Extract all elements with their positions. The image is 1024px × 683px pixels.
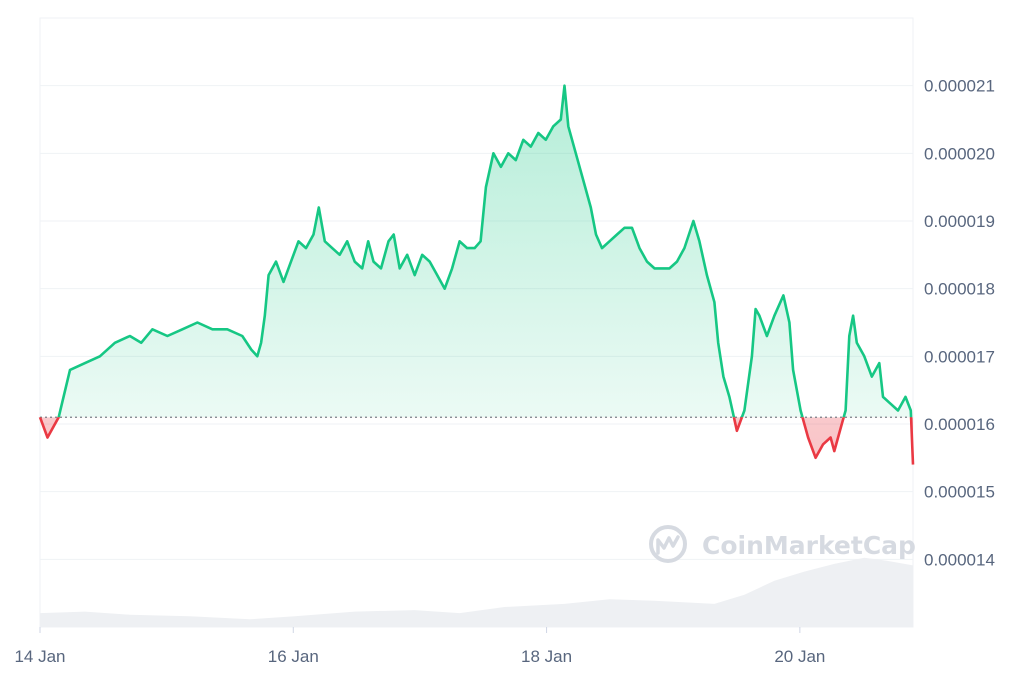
price-line-up <box>39 84 913 418</box>
y-tick-label-1: 0.000020 <box>924 144 995 163</box>
area-above-baseline <box>40 85 913 418</box>
x-tick-label-0: 14 Jan <box>14 647 65 666</box>
y-tick-label-6: 0.000015 <box>924 483 995 502</box>
y-tick-label-2: 0.000019 <box>924 212 995 231</box>
coinmarketcap-watermark: CoinMarketCap <box>649 525 916 563</box>
x-axis: 14 Jan 16 Jan 18 Jan 20 Jan <box>14 627 825 666</box>
area-layer <box>40 85 913 465</box>
y-tick-label-4: 0.000017 <box>924 347 995 366</box>
coinmarketcap-logo-icon <box>649 525 687 563</box>
volume-layer <box>40 557 913 627</box>
y-tick-label-3: 0.000018 <box>924 280 995 299</box>
area-below-baseline <box>40 417 913 465</box>
y-tick-label-0: 0.000021 <box>924 77 995 96</box>
x-tick-label-3: 20 Jan <box>774 647 825 666</box>
volume-area <box>40 557 913 627</box>
y-axis: 0.000021 0.000020 0.000019 0.000018 0.000017… <box>924 77 995 570</box>
x-tick-label-2: 18 Jan <box>521 647 572 666</box>
price-line-layer <box>38 84 915 465</box>
x-tick-label-1: 16 Jan <box>268 647 319 666</box>
y-tick-label-5: 0.000016 <box>924 415 995 434</box>
y-tick-label-7: 0.000014 <box>924 550 995 569</box>
watermark-text: CoinMarketCap <box>702 531 916 560</box>
